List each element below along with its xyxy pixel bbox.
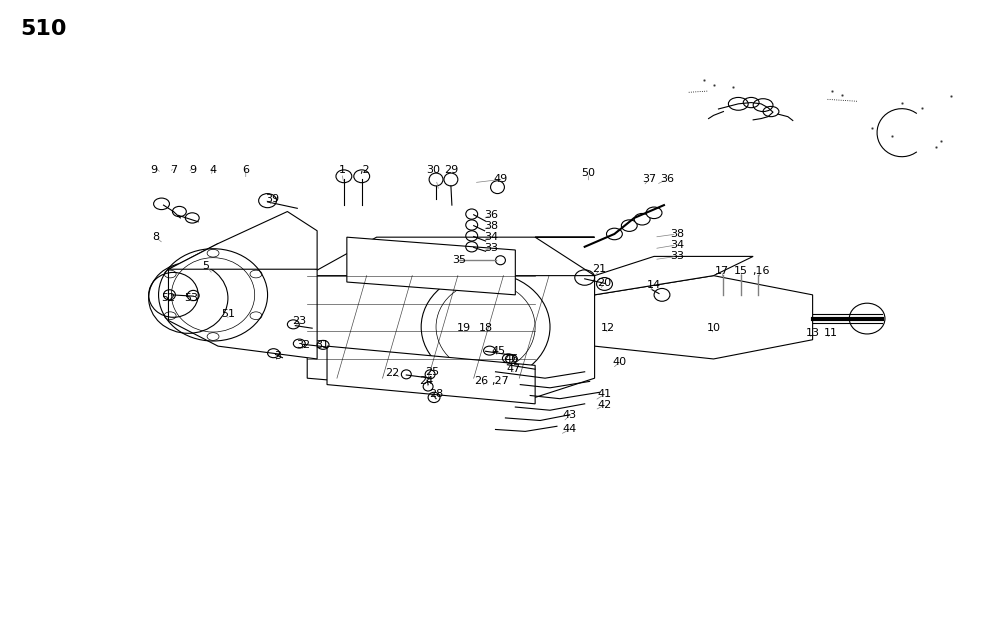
Text: 21: 21 (593, 264, 606, 274)
Text: 5: 5 (202, 261, 210, 271)
Text: ,16: ,16 (752, 265, 770, 276)
Polygon shape (307, 237, 595, 276)
Text: 10: 10 (707, 323, 720, 333)
Polygon shape (347, 237, 515, 295)
Text: 49: 49 (494, 174, 507, 185)
Text: 1: 1 (338, 165, 346, 175)
Text: 9: 9 (189, 165, 197, 175)
Text: 51: 51 (221, 309, 235, 319)
Ellipse shape (606, 228, 622, 240)
Polygon shape (327, 346, 535, 404)
Text: 19: 19 (457, 323, 471, 333)
Text: 40: 40 (612, 357, 626, 367)
Text: 52: 52 (162, 293, 175, 303)
Polygon shape (168, 244, 317, 359)
Text: 42: 42 (598, 400, 611, 410)
Text: 37: 37 (642, 174, 656, 185)
Text: 33: 33 (670, 251, 684, 262)
Text: 3: 3 (274, 351, 281, 361)
Text: ,27: ,27 (492, 376, 509, 387)
Text: 23: 23 (292, 315, 306, 326)
Polygon shape (595, 276, 813, 359)
Text: 28: 28 (429, 389, 443, 399)
Text: 41: 41 (598, 389, 611, 399)
Text: 15: 15 (734, 265, 748, 276)
Text: 38: 38 (670, 229, 684, 239)
Text: 34: 34 (485, 232, 498, 242)
Text: 510: 510 (20, 19, 66, 39)
Text: 39: 39 (266, 194, 279, 204)
Text: 32: 32 (296, 340, 310, 350)
Text: 36: 36 (485, 210, 498, 220)
Text: 34: 34 (670, 240, 684, 250)
Polygon shape (307, 256, 595, 397)
Text: 11: 11 (824, 328, 837, 338)
Polygon shape (168, 212, 317, 269)
Ellipse shape (634, 213, 650, 225)
Text: 38: 38 (485, 221, 498, 231)
Text: 13: 13 (806, 328, 820, 338)
Ellipse shape (621, 220, 637, 231)
Text: 50: 50 (582, 168, 596, 178)
Text: 9: 9 (150, 165, 158, 175)
Text: 6: 6 (242, 165, 250, 175)
Text: 20: 20 (598, 278, 611, 288)
Text: 24: 24 (419, 376, 433, 387)
Text: 25: 25 (425, 367, 439, 377)
Text: 29: 29 (444, 165, 458, 175)
Text: 44: 44 (563, 424, 577, 435)
Text: 35: 35 (452, 254, 466, 265)
Text: 18: 18 (479, 323, 493, 333)
Text: 22: 22 (385, 368, 399, 378)
Text: ,2: ,2 (360, 165, 370, 175)
Text: 7: 7 (169, 165, 177, 175)
Text: 47: 47 (506, 363, 520, 374)
Text: 43: 43 (563, 410, 577, 420)
Polygon shape (595, 256, 753, 295)
Text: 33: 33 (485, 243, 498, 253)
Text: 12: 12 (601, 323, 614, 333)
Text: 36: 36 (660, 174, 674, 185)
Text: 8: 8 (152, 232, 160, 242)
Text: 30: 30 (426, 165, 440, 175)
Text: 4: 4 (209, 165, 217, 175)
Text: 53: 53 (184, 293, 198, 303)
Text: 26: 26 (475, 376, 489, 387)
Text: 14: 14 (647, 280, 661, 290)
Text: 45: 45 (492, 345, 505, 356)
Text: 17: 17 (715, 265, 728, 276)
Ellipse shape (646, 207, 662, 219)
Text: 31: 31 (315, 340, 329, 350)
Text: 46: 46 (504, 354, 518, 364)
